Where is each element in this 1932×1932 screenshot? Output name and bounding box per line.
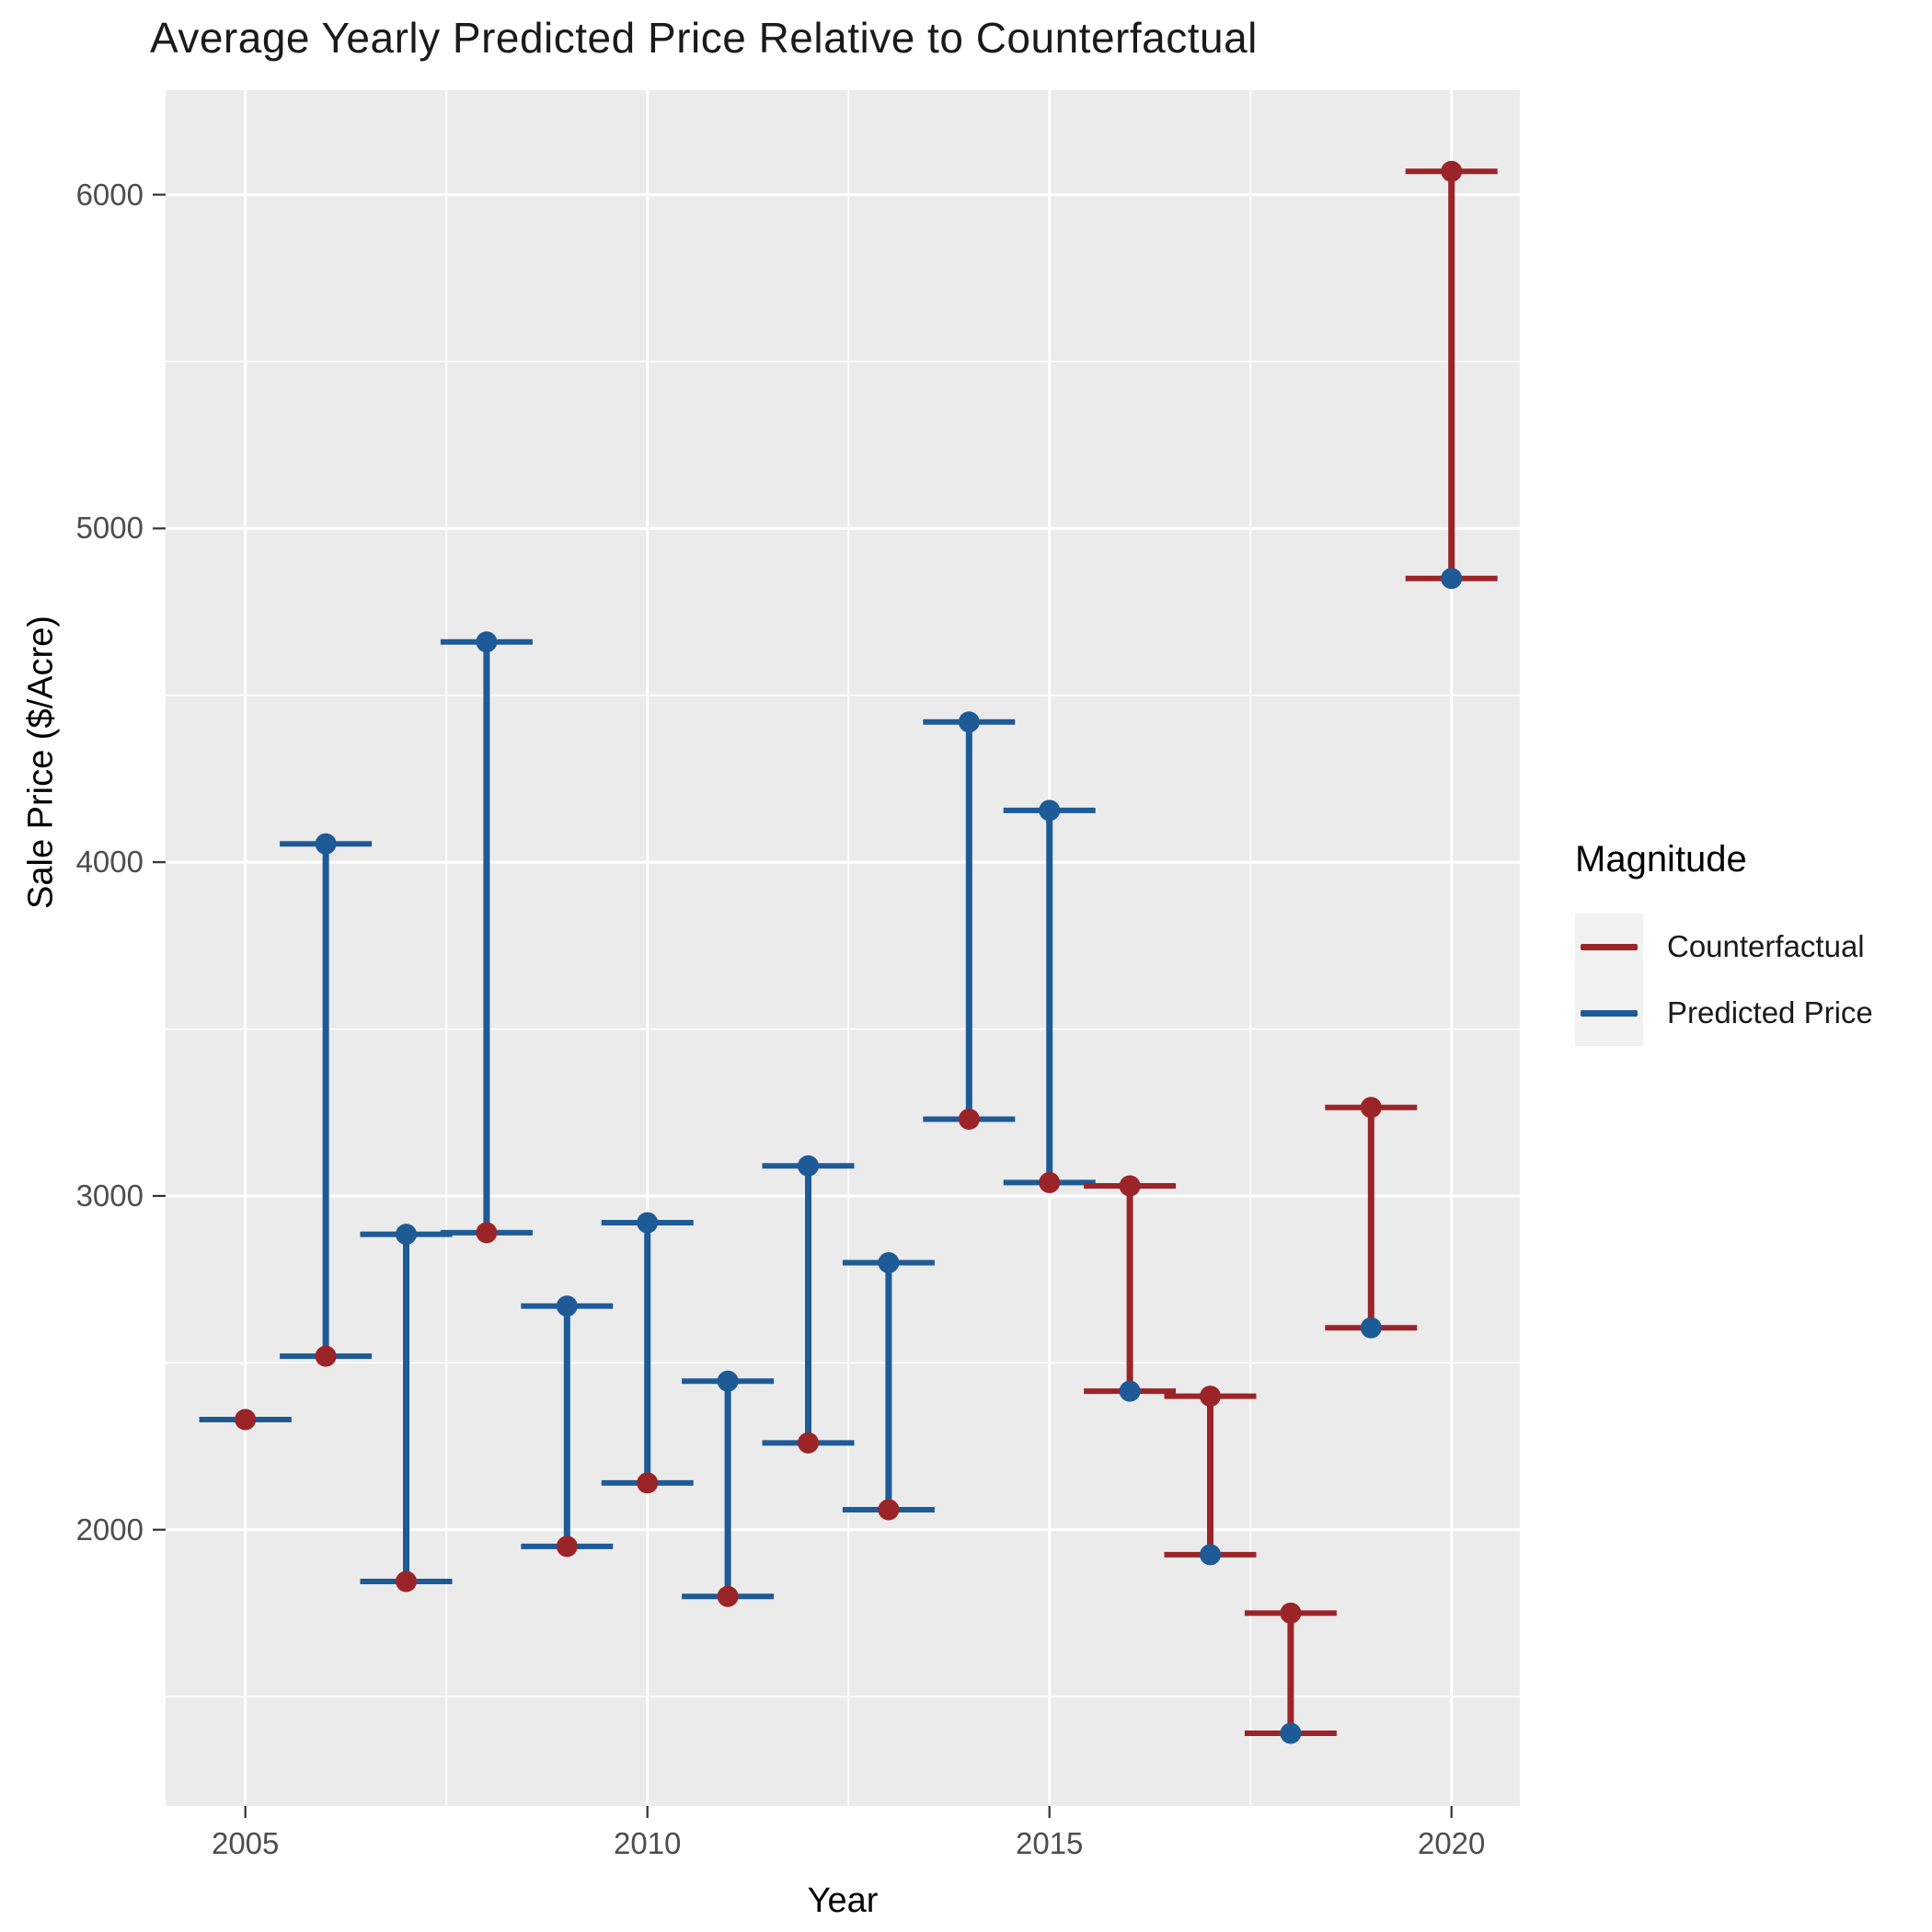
predicted-point-2009	[556, 1295, 578, 1317]
predicted-point-2016	[1119, 1380, 1141, 1402]
counterfactual-point-2006	[315, 1345, 337, 1367]
counterfactual-point-2005	[235, 1409, 257, 1431]
counterfactual-point-2020	[1441, 160, 1463, 182]
x-tick-label-2015: 2015	[1015, 1826, 1084, 1860]
y-axis-title: Sale Price ($/Acre)	[21, 615, 61, 909]
y-tick-label-6000: 6000	[75, 177, 144, 212]
counterfactual-point-2014	[958, 1109, 980, 1131]
counterfactual-point-2017	[1200, 1386, 1221, 1408]
predicted-point-2010	[637, 1212, 659, 1234]
y-tick-label-3000: 3000	[75, 1178, 144, 1213]
legend-key-swatch	[1575, 914, 1643, 980]
predicted-point-2007	[396, 1224, 417, 1246]
counterfactual-point-2015	[1039, 1171, 1061, 1193]
predicted-point-2008	[476, 631, 498, 653]
legend-key-line-icon	[1581, 943, 1638, 950]
x-axis-title: Year	[807, 1881, 879, 1920]
predicted-point-2014	[958, 711, 980, 733]
counterfactual-point-2007	[396, 1570, 417, 1593]
legend-item-counterfactual: Counterfactual	[1575, 914, 1925, 980]
predicted-point-2013	[878, 1251, 900, 1273]
legend: Magnitude Counterfactual Predicted Price	[1575, 839, 1925, 1046]
counterfactual-point-2018	[1280, 1602, 1302, 1624]
y-tick-label-5000: 5000	[75, 511, 144, 546]
predicted-point-2019	[1360, 1317, 1382, 1339]
y-tick-label-4000: 4000	[75, 845, 144, 880]
legend-key-line-icon	[1581, 1009, 1638, 1017]
legend-item-predicted-price: Predicted Price	[1575, 980, 1925, 1046]
predicted-point-2017	[1200, 1544, 1221, 1566]
counterfactual-point-2012	[798, 1432, 819, 1454]
counterfactual-point-2011	[717, 1585, 739, 1607]
x-tick-label-2010: 2010	[613, 1826, 682, 1860]
predicted-point-2011	[717, 1370, 739, 1392]
counterfactual-point-2009	[556, 1535, 578, 1558]
counterfactual-point-2013	[878, 1499, 900, 1521]
panel-background	[166, 90, 1520, 1806]
x-tick-label-2005: 2005	[211, 1826, 280, 1860]
predicted-point-2018	[1280, 1722, 1302, 1744]
x-tick-label-2020: 2020	[1417, 1826, 1486, 1860]
legend-label: Predicted Price	[1667, 995, 1873, 1029]
legend-title: Magnitude	[1575, 839, 1747, 880]
predicted-point-2020	[1441, 568, 1463, 590]
counterfactual-point-2010	[637, 1472, 659, 1494]
counterfactual-point-2016	[1119, 1175, 1141, 1197]
predicted-point-2015	[1039, 799, 1061, 822]
y-tick-label-2000: 2000	[75, 1512, 144, 1547]
predicted-point-2012	[798, 1155, 819, 1177]
counterfactual-point-2019	[1360, 1097, 1382, 1119]
legend-key-swatch	[1575, 980, 1643, 1046]
legend-label: Counterfactual	[1667, 929, 1865, 963]
chart-title: Average Yearly Predicted Price Relative …	[150, 14, 1258, 62]
legend-rows: Counterfactual Predicted Price	[1575, 914, 1925, 1046]
counterfactual-point-2008	[476, 1222, 498, 1244]
predicted-point-2006	[315, 833, 337, 855]
